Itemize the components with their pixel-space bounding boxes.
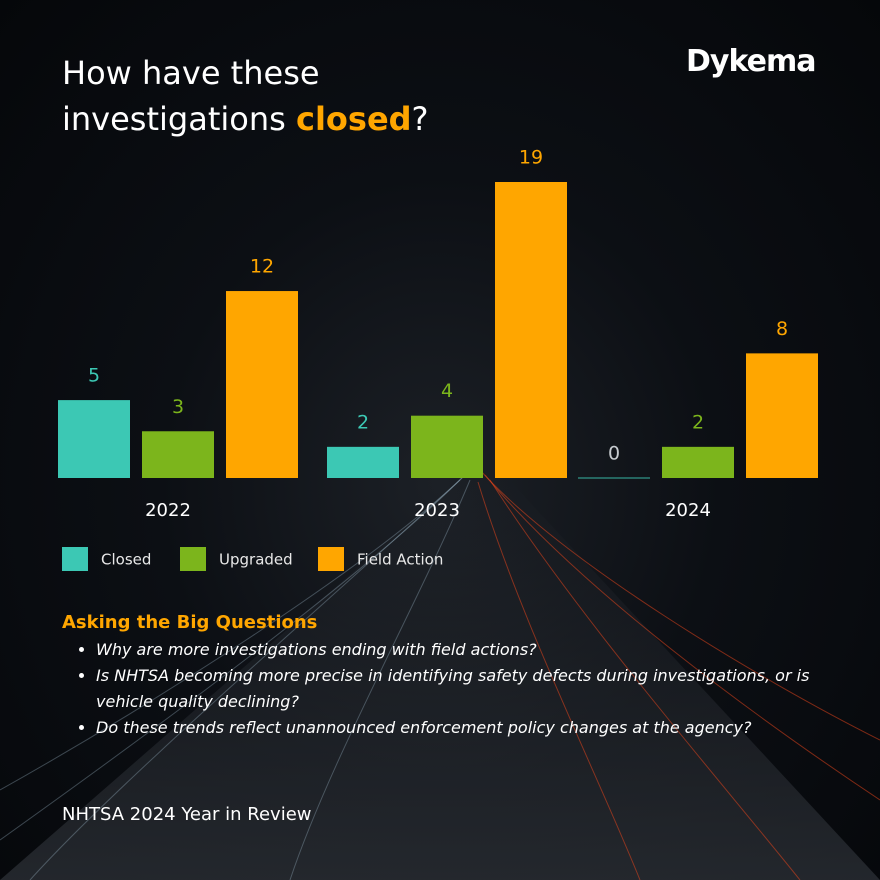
legend-swatch [318,547,344,571]
question-list: Why are more investigations ending with … [62,637,852,741]
bar [58,400,130,478]
brand-logo: Dykema [686,44,816,79]
bar [495,182,567,478]
questions-heading: Asking the Big Questions [62,612,318,633]
title-highlight: closed [295,100,412,138]
data-label: 0 [608,443,620,465]
data-label: 19 [519,147,543,169]
question: Is NHTSA becoming more precise in identi… [96,663,852,715]
bar [411,415,483,478]
legend-label: Upgraded [219,551,293,569]
footer: NHTSA 2024 Year in Review [62,804,312,825]
bar [662,446,734,478]
legend-label: Field Action [357,551,443,569]
x-tick-label: 2024 [665,500,711,521]
bar [142,431,214,478]
data-label: 5 [88,365,100,387]
legend-swatch [180,547,206,571]
data-label: 3 [172,396,184,418]
title-text: ? [411,100,429,138]
x-tick-label: 2022 [145,500,191,521]
questions: Asking the Big Questions Why are more in… [62,612,852,741]
data-label: 2 [692,411,704,433]
legend-swatch [62,547,88,571]
question: Why are more investigations ending with … [96,637,852,663]
chart: 5 3 12 2022 2 4 19 2023 0 2 8 2024 Closed Upgraded Fie… [58,147,818,571]
data-label: 8 [776,318,788,340]
data-label: 4 [441,380,453,402]
bar [327,446,399,478]
x-tick-label: 2023 [414,500,460,521]
bar [746,353,818,478]
bar [226,291,298,478]
question: Do these trends reflect unannounced enfo… [96,715,852,741]
data-label: 2 [357,411,369,433]
chart-title: How have these investigations closed? [62,50,482,142]
legend-label: Closed [101,551,151,569]
title-text: How have these investigations [62,54,320,138]
data-label: 12 [250,256,274,278]
